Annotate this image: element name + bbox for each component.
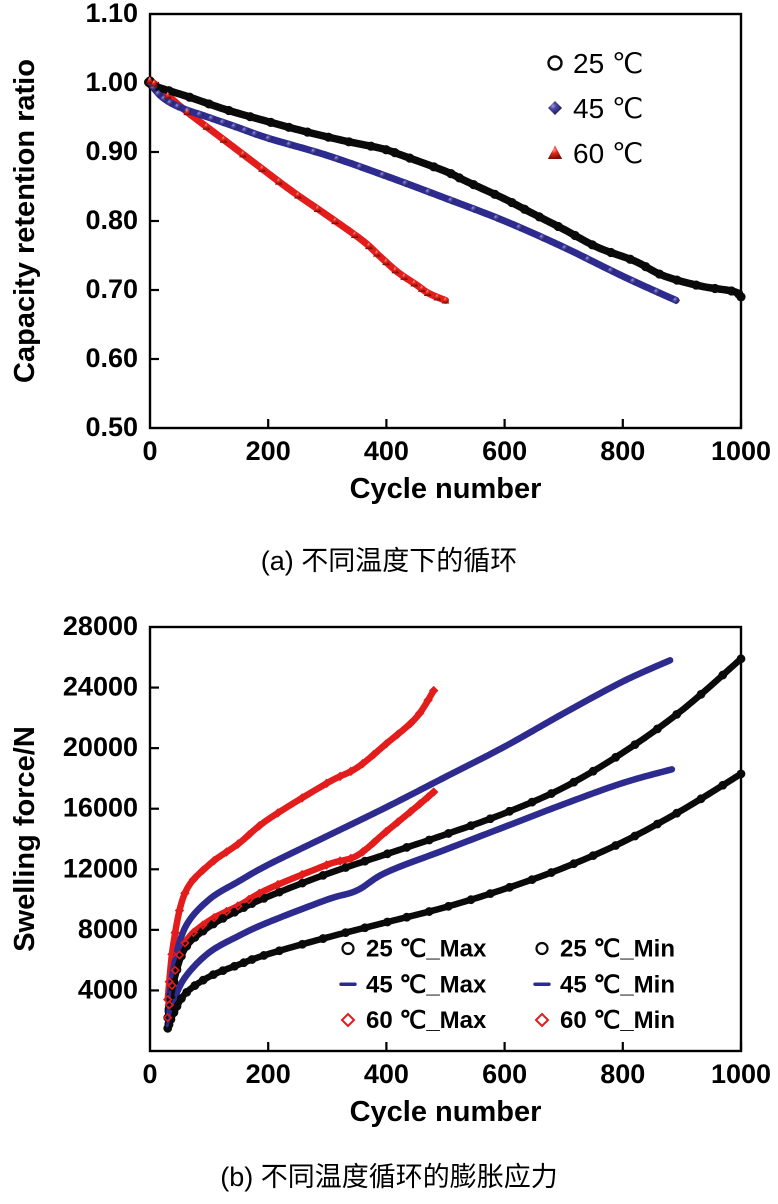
svg-text:25 ℃_Min: 25 ℃_Min bbox=[560, 936, 675, 963]
svg-text:1.10: 1.10 bbox=[85, 0, 138, 28]
svg-text:12000: 12000 bbox=[63, 853, 138, 883]
svg-text:200: 200 bbox=[246, 1059, 291, 1089]
svg-text:600: 600 bbox=[482, 1059, 527, 1089]
svg-text:28000: 28000 bbox=[63, 611, 138, 641]
svg-text:8000: 8000 bbox=[78, 914, 138, 944]
svg-text:800: 800 bbox=[600, 1059, 645, 1089]
svg-text:60 ℃: 60 ℃ bbox=[573, 138, 643, 169]
svg-text:45 ℃: 45 ℃ bbox=[573, 93, 643, 124]
svg-text:0.90: 0.90 bbox=[85, 136, 138, 166]
svg-text:600: 600 bbox=[482, 436, 527, 466]
svg-text:0.70: 0.70 bbox=[85, 274, 138, 304]
svg-text:Capacity retention ratio: Capacity retention ratio bbox=[9, 59, 41, 383]
svg-text:45 ℃_Max: 45 ℃_Max bbox=[366, 971, 487, 998]
svg-text:800: 800 bbox=[600, 436, 645, 466]
svg-text:400: 400 bbox=[364, 1059, 409, 1089]
svg-text:60 ℃_Max: 60 ℃_Max bbox=[366, 1007, 487, 1034]
svg-text:0: 0 bbox=[142, 1059, 157, 1089]
svg-text:25 ℃_Max: 25 ℃_Max bbox=[366, 936, 487, 963]
svg-text:25 ℃: 25 ℃ bbox=[573, 48, 643, 79]
svg-text:Cycle number: Cycle number bbox=[350, 1096, 542, 1128]
svg-text:0.80: 0.80 bbox=[85, 205, 138, 235]
svg-text:200: 200 bbox=[246, 436, 291, 466]
svg-text:Cycle number: Cycle number bbox=[350, 473, 542, 505]
svg-text:60 ℃_Min: 60 ℃_Min bbox=[560, 1007, 675, 1034]
svg-text:1000: 1000 bbox=[711, 1059, 771, 1089]
svg-text:1.00: 1.00 bbox=[85, 67, 138, 97]
svg-text:400: 400 bbox=[364, 436, 409, 466]
svg-text:1000: 1000 bbox=[711, 436, 771, 466]
svg-text:4000: 4000 bbox=[78, 974, 138, 1004]
svg-text:16000: 16000 bbox=[63, 793, 138, 823]
svg-text:45 ℃_Min: 45 ℃_Min bbox=[560, 971, 675, 998]
svg-text:0: 0 bbox=[142, 436, 157, 466]
svg-text:20000: 20000 bbox=[63, 732, 138, 762]
svg-text:0.50: 0.50 bbox=[85, 412, 138, 442]
svg-text:0.60: 0.60 bbox=[85, 343, 138, 373]
svg-text:24000: 24000 bbox=[63, 672, 138, 702]
svg-text:Swelling force/N: Swelling force/N bbox=[9, 726, 41, 952]
